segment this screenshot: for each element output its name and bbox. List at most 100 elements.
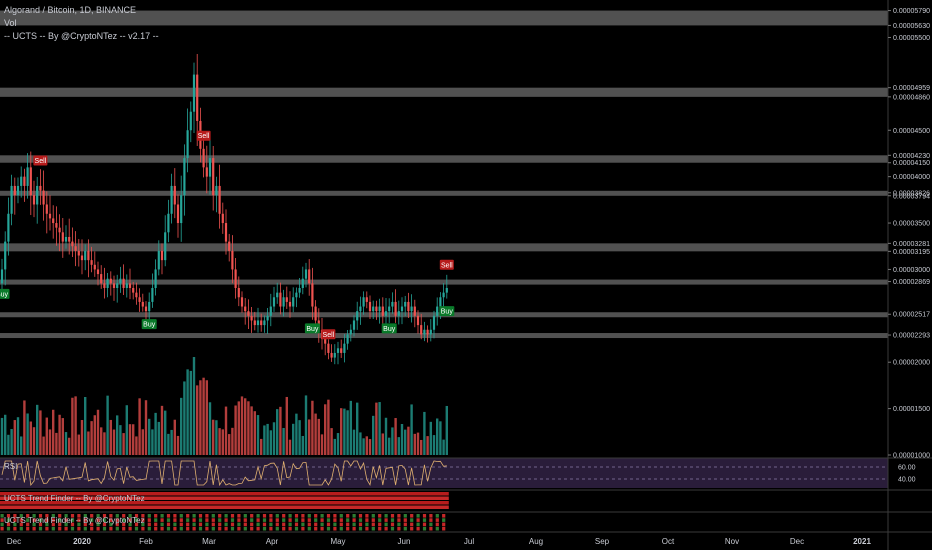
- signal-label: Sell: [323, 332, 335, 339]
- candle-body: [196, 74, 199, 121]
- trend-cell: [160, 514, 164, 518]
- volume-bar: [436, 418, 439, 455]
- volume-bar: [116, 415, 119, 455]
- trend-cell: [230, 518, 235, 522]
- trend-finder-label-2[interactable]: UCTS Trend Finder -- By @CryptoNTez: [4, 516, 145, 525]
- volume-bar: [256, 415, 260, 455]
- trend-cell: [58, 522, 62, 527]
- candle-body: [359, 306, 362, 312]
- volume-bar: [260, 438, 263, 455]
- candle-body: [352, 320, 356, 330]
- trend-cell: [51, 522, 55, 527]
- trend-cell: [122, 514, 126, 518]
- volume-bar: [381, 433, 384, 455]
- candle-body: [304, 269, 308, 279]
- candle-body: [64, 236, 68, 242]
- price-tick-label: 0.00005790: [893, 8, 930, 15]
- candle-body: [388, 306, 391, 312]
- volume-bar: [68, 437, 71, 455]
- trend-cell: [90, 518, 94, 522]
- trend-cell: [416, 526, 420, 531]
- volume-bar: [212, 419, 215, 455]
- trend-cell: [378, 514, 382, 518]
- candle-body: [164, 232, 167, 261]
- price-axis[interactable]: 0.00005790 0.00005630 0.00005500 0.00004959…: [887, 0, 930, 550]
- trend-cell: [269, 522, 273, 527]
- candle-body: [423, 329, 426, 335]
- candle-body: [157, 250, 160, 270]
- resistance-zone: [0, 190, 888, 196]
- trend-cell: [429, 522, 433, 527]
- trend-cell: [6, 522, 11, 527]
- volume-bar: [378, 402, 381, 455]
- volume-bar: [362, 438, 365, 455]
- trend-cell: [32, 522, 36, 527]
- trend-cell: [13, 522, 17, 527]
- trend-cell: [301, 526, 305, 531]
- trend-cell: [358, 522, 363, 527]
- volume-bars: [0, 357, 448, 455]
- volume-bar: [109, 419, 112, 455]
- volume-bar: [413, 433, 416, 455]
- trend-cell: [115, 518, 119, 522]
- volume-bar: [231, 427, 234, 455]
- candle-body: [221, 213, 224, 224]
- volume-bar: [32, 427, 36, 455]
- volume-bar: [356, 402, 359, 455]
- candle-body: [349, 329, 352, 335]
- buy-signal: [381, 323, 397, 334]
- trend-cell: [64, 526, 68, 531]
- trend-cell: [173, 518, 177, 522]
- volume-bar: [420, 439, 423, 455]
- trend-cell: [26, 526, 30, 531]
- trend-cell: [422, 522, 427, 527]
- trend-cell: [442, 514, 446, 518]
- symbol-legend[interactable]: Algorand / Bitcoin, 1D, BINANCE: [4, 5, 137, 15]
- volume-bar: [442, 439, 445, 455]
- price-tick-label: 0.00002517: [893, 312, 930, 319]
- trend-cell: [0, 514, 4, 518]
- candle-body: [343, 343, 346, 353]
- volume-bar: [250, 406, 253, 455]
- candle-body: [336, 348, 340, 353]
- trend-cell: [173, 522, 177, 527]
- volume-bar: [183, 381, 186, 455]
- trend-cell: [83, 518, 87, 522]
- trend-cell: [346, 522, 350, 527]
- trend-cell: [0, 526, 4, 531]
- volume-bar: [148, 418, 151, 455]
- trend-finder-label-1[interactable]: UCTS Trend Finder -- By @CryptoNTez: [4, 494, 145, 503]
- volume-bar: [330, 428, 333, 455]
- candle-body: [84, 250, 87, 261]
- trend-cell: [77, 522, 81, 527]
- trend-cell: [19, 514, 23, 518]
- volume-bar: [20, 436, 23, 455]
- trend-cell: [275, 526, 279, 531]
- candle-body: [404, 301, 407, 307]
- trend-cell: [32, 514, 36, 518]
- trend-cell: [115, 522, 119, 527]
- candle-body: [160, 250, 164, 261]
- volume-bar: [336, 433, 340, 455]
- indicator-legend[interactable]: -- UCTS -- By @CryptoNTez -- v2.17 --: [4, 31, 159, 41]
- signal-label: Sell: [441, 262, 453, 269]
- trend-cell: [390, 522, 395, 527]
- signal-label: Buy: [383, 326, 396, 333]
- trend-cell: [154, 518, 158, 522]
- trend-cell: [326, 526, 331, 531]
- rsi-pane-label[interactable]: RSI: [4, 462, 18, 471]
- candle-body: [224, 223, 228, 242]
- volume-bar: [77, 434, 80, 455]
- volume-bar: [61, 418, 64, 455]
- trend-cell: [102, 518, 107, 522]
- trend-cell: [262, 518, 267, 522]
- trend-cell: [282, 526, 286, 531]
- price-candles[interactable]: [0, 53, 448, 365]
- trend-cell: [429, 514, 433, 518]
- volume-bar: [128, 424, 132, 455]
- time-axis[interactable]: Dec 2020 Feb Mar Apr May Jun Jul Aug Sep Oct Nov Dec…: [0, 531, 932, 546]
- volume-legend[interactable]: Vol: [4, 18, 17, 28]
- volume-bar: [416, 432, 420, 455]
- candle-body: [260, 320, 263, 326]
